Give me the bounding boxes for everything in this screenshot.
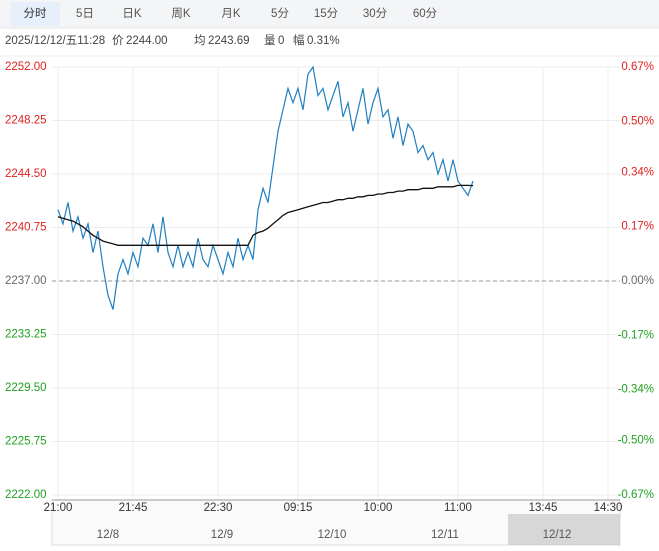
y2-tick-label: -0.50% <box>618 435 654 447</box>
navigator-date: 12/9 <box>211 529 233 541</box>
y2-tick-label: -0.17% <box>618 329 654 341</box>
info-volume-label: 量 <box>264 34 276 47</box>
tab[interactable]: 15分 <box>314 7 339 20</box>
x-tick-label: 21:45 <box>119 502 148 514</box>
info-price: 2244.00 <box>126 35 168 47</box>
navigator-date: 12/12 <box>543 529 572 541</box>
y-tick-label: 2252.00 <box>5 61 47 73</box>
tab-bar <box>0 0 659 28</box>
info-range-label: 幅 <box>293 34 305 47</box>
y2-tick-label: -0.67% <box>618 489 654 501</box>
tab[interactable]: 60分 <box>413 7 438 20</box>
x-tick-label: 22:30 <box>204 502 233 514</box>
navigator-selection[interactable] <box>508 514 620 545</box>
navigator-date: 12/11 <box>431 529 459 541</box>
info-avg: 2243.69 <box>208 35 250 47</box>
y-tick-label: 2225.75 <box>5 436 47 448</box>
tab[interactable]: 月K <box>221 8 240 20</box>
info-range: 0.31% <box>307 35 340 47</box>
y-tick-label: 2222.00 <box>5 489 47 501</box>
info-avg-label: 均 <box>194 34 206 47</box>
y-tick-label: 2248.25 <box>5 115 47 127</box>
y-tick-label: 2229.50 <box>5 382 47 394</box>
x-tick-label: 09:15 <box>284 502 313 514</box>
info-volume: 0 <box>278 35 284 47</box>
x-tick-label: 21:00 <box>44 502 73 514</box>
tab[interactable]: 30分 <box>363 7 388 20</box>
x-tick-label: 11:00 <box>444 502 472 514</box>
navigator-date: 12/8 <box>97 529 119 541</box>
y-tick-label: 2240.75 <box>5 222 47 234</box>
tab[interactable]: 5日 <box>76 8 94 20</box>
tab-active[interactable] <box>10 2 60 26</box>
x-tick-label: 13:45 <box>529 502 558 514</box>
y2-tick-label: 0.50% <box>621 115 654 127</box>
tab[interactable]: 5分 <box>271 7 289 20</box>
y2-tick-label: 0.00% <box>621 275 654 287</box>
x-tick-label: 14:30 <box>594 502 623 514</box>
y2-tick-label: 0.34% <box>621 166 654 178</box>
y2-tick-label: 0.17% <box>621 221 654 233</box>
tab[interactable]: 日K <box>122 8 141 20</box>
price-line <box>57 65 474 310</box>
tab[interactable]: 分时 <box>24 7 47 20</box>
y-tick-label: 2233.25 <box>5 329 47 341</box>
tab[interactable]: 周K <box>171 7 190 20</box>
y-tick-label: 2244.50 <box>5 168 47 180</box>
navigator-date: 12/10 <box>318 529 347 541</box>
y-tick-label: 2237.00 <box>5 275 47 287</box>
price-line <box>57 184 474 246</box>
y2-tick-label: 0.67% <box>621 61 654 73</box>
y2-tick-label: -0.34% <box>618 384 654 396</box>
x-tick-label: 10:00 <box>364 502 393 514</box>
info-price-label: 价 <box>112 34 124 47</box>
info-time: 2025/12/12/五11:28 <box>5 35 105 47</box>
